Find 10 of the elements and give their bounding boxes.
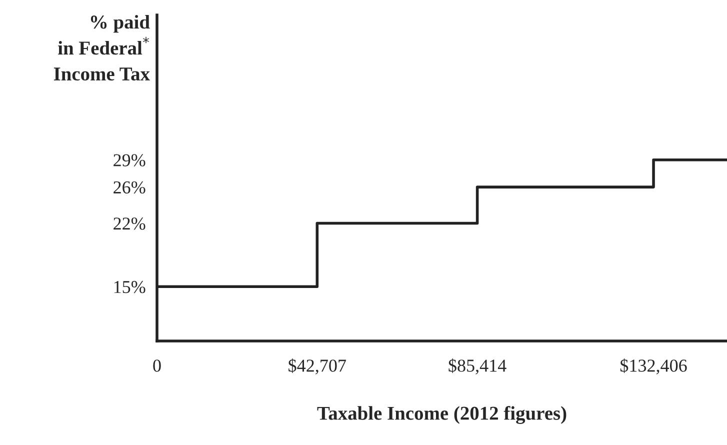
x-tick-label: $132,406 [620,358,687,374]
x-tick-label: $42,707 [288,358,346,374]
x-tick-label: $85,414 [448,358,506,374]
y-tick-label: 15% [114,280,146,294]
y-tick-label: 22% [114,218,146,230]
x-tick-label: 0 [153,360,161,372]
text: % paid in Federal$^{*}$ Income Tax [54,15,150,81]
y-tick-label: 29% [114,154,146,166]
x-axis-title: Taxable Income (2012 figures) [317,406,566,424]
y-tick-label: 26% [114,181,146,194]
